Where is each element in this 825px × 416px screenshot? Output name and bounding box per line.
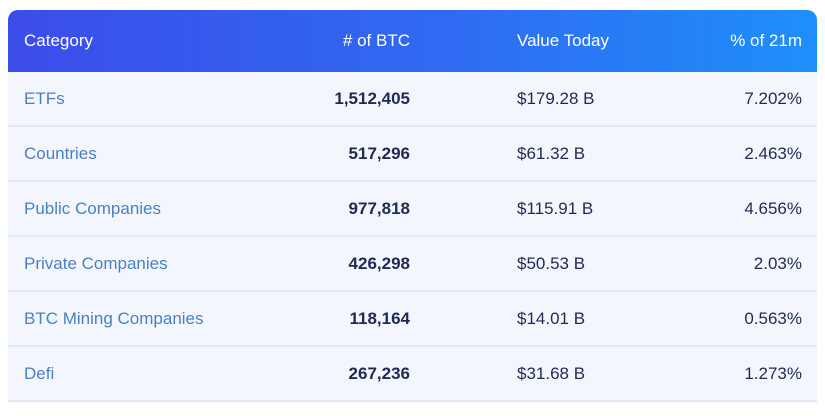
category-link-defi[interactable]: Defi [24, 363, 55, 383]
btc-count: 426,298 [348, 253, 410, 273]
category-link-etfs[interactable]: ETFs [24, 88, 65, 108]
header-category[interactable]: Category [24, 31, 93, 50]
value-today: $179.28 B [517, 88, 595, 108]
table-row: Countries 517,296 $61.32 B 2.463% [8, 127, 817, 182]
table-row: Public Companies 977,818 $115.91 B 4.656… [8, 182, 817, 237]
table-row: ETFs 1,512,405 $179.28 B 7.202% [8, 72, 817, 127]
value-today: $14.01 B [517, 308, 586, 328]
pct-of-21m: 0.563% [744, 308, 802, 328]
header-value-today[interactable]: Value Today [517, 31, 609, 50]
table-row: Private Companies 426,298 $50.53 B 2.03% [8, 237, 817, 292]
table-row: Defi 267,236 $31.68 B 1.273% [8, 347, 817, 402]
category-link-btc-mining-companies[interactable]: BTC Mining Companies [24, 308, 204, 328]
btc-count: 267,236 [348, 363, 410, 383]
value-today: $61.32 B [517, 143, 586, 163]
pct-of-21m: 2.463% [744, 143, 802, 163]
category-link-public-companies[interactable]: Public Companies [24, 198, 162, 218]
btc-count: 118,164 [349, 308, 410, 328]
btc-holdings-table: Category # of BTC Value Today % of 21m E… [8, 10, 817, 402]
pct-of-21m: 1.273% [744, 363, 802, 383]
header-pct-21m[interactable]: % of 21m [730, 31, 802, 50]
value-today: $50.53 B [517, 253, 586, 273]
category-link-countries[interactable]: Countries [24, 143, 97, 163]
table-header-row: Category # of BTC Value Today % of 21m [8, 10, 817, 72]
pct-of-21m: 2.03% [753, 253, 802, 273]
table-row: BTC Mining Companies 118,164 $14.01 B 0.… [8, 292, 817, 347]
pct-of-21m: 7.202% [744, 88, 802, 108]
pct-of-21m: 4.656% [744, 198, 802, 218]
btc-count: 977,818 [348, 198, 410, 218]
value-today: $31.68 B [517, 363, 586, 383]
value-today: $115.91 B [517, 198, 594, 218]
category-link-private-companies[interactable]: Private Companies [24, 253, 168, 273]
btc-count: 1,512,405 [334, 88, 410, 108]
btc-count: 517,296 [348, 143, 410, 163]
header-num-btc[interactable]: # of BTC [342, 31, 410, 50]
